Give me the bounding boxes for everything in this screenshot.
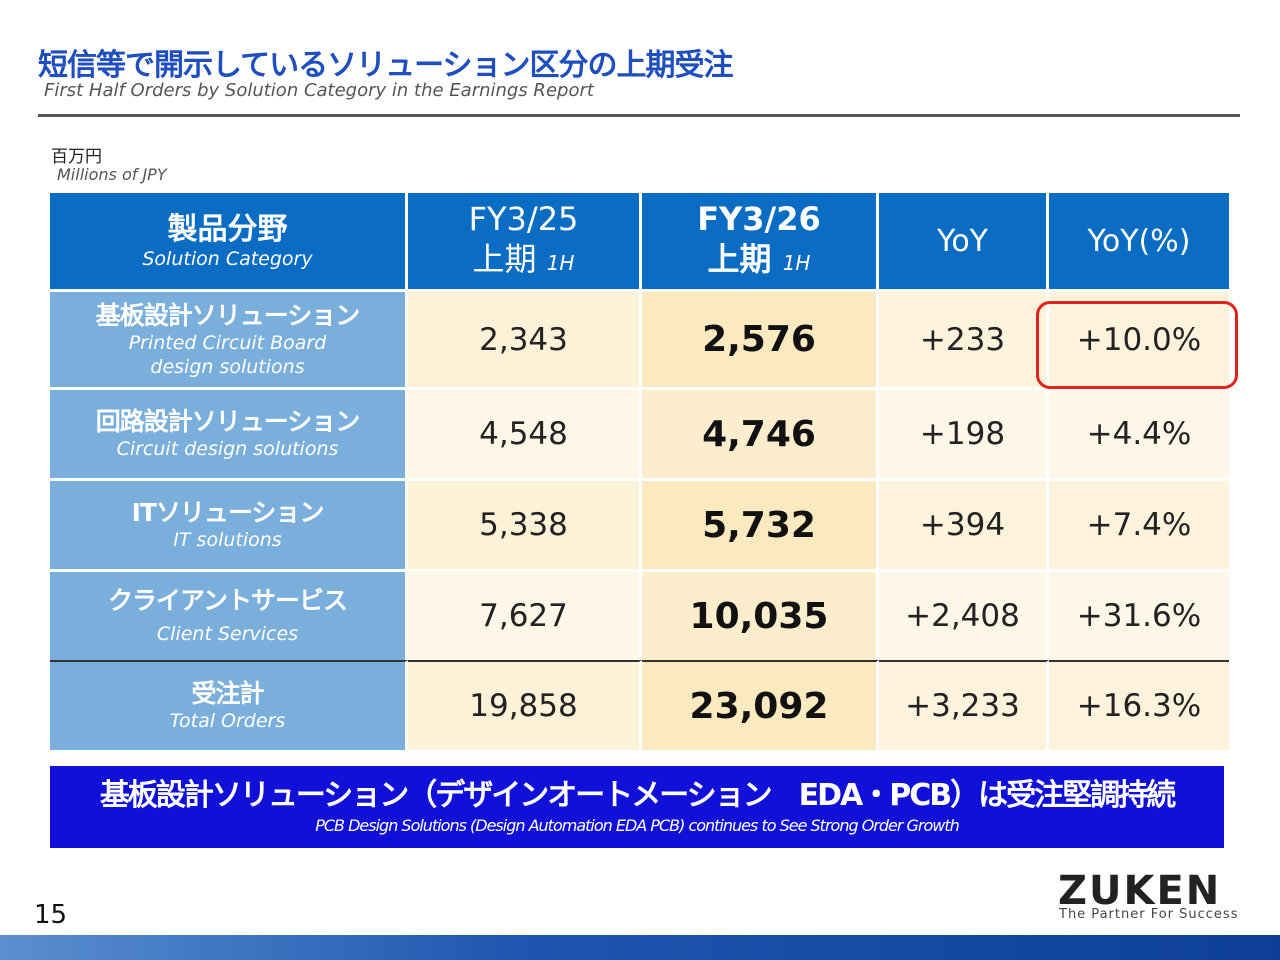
row-yoy-pct-value: +10.0% <box>1049 289 1229 387</box>
page-title: 短信等で開示しているソリューション区分の上期受注 <box>38 48 733 83</box>
row-category-en: Circuit design solutions <box>116 438 339 460</box>
header-prev: FY3/25 上期 1H <box>408 193 642 289</box>
row-yoy-pct-value: +4.4% <box>1049 387 1229 478</box>
row-prev-value: 5,338 <box>408 478 642 569</box>
row-yoy-value: +3,233 <box>879 660 1049 750</box>
row-curr-value: 4,746 <box>642 387 879 478</box>
header-curr-fy: FY3/26 <box>697 200 821 238</box>
row-category-en: IT solutions <box>173 529 282 551</box>
header-curr: FY3/26 上期 1H <box>642 193 879 289</box>
banner-text-ja: 基板設計ソリューション（デザインオートメーション EDA・PCB）は受注堅調持続 <box>99 778 1176 813</box>
page-number: 15 <box>34 900 68 930</box>
header-prev-fy: FY3/25 <box>468 200 579 238</box>
row-category-en: Total Orders <box>169 710 286 732</box>
row-curr-value: 5,732 <box>642 478 879 569</box>
unit-label: 百万円 <box>51 147 102 167</box>
logo-tagline: The Partner For Success <box>1059 907 1239 922</box>
footer-band <box>0 935 1280 960</box>
row-category: ITソリューション IT solutions <box>50 478 408 569</box>
title-divider <box>38 114 1240 117</box>
row-yoy-pct-value: +31.6% <box>1049 569 1229 660</box>
row-category-en: Client Services <box>156 623 299 645</box>
orders-table: 製品分野 Solution Category FY3/25 上期 1H FY3/… <box>50 193 1229 750</box>
table-row: 基板設計ソリューション Printed Circuit Board design… <box>50 289 1229 387</box>
row-prev-value: 4,548 <box>408 387 642 478</box>
table-row: 回路設計ソリューション Circuit design solutions 4,5… <box>50 387 1229 478</box>
row-curr-value: 2,576 <box>642 289 879 387</box>
row-category-ja: 受注計 <box>191 679 264 708</box>
header-category-ja: 製品分野 <box>167 212 288 247</box>
header-yoy-pct-label: YoY(%) <box>1087 223 1191 259</box>
row-prev-value: 19,858 <box>408 660 642 750</box>
row-category-en: Printed Circuit Board <box>128 331 327 354</box>
header-yoy: YoY <box>879 193 1049 289</box>
header-yoy-label: YoY <box>936 223 989 259</box>
row-yoy-value: +394 <box>879 478 1049 569</box>
row-yoy-pct-value: +7.4% <box>1049 478 1229 569</box>
row-yoy-value: +2,408 <box>879 569 1049 660</box>
header-yoy-pct: YoY(%) <box>1049 193 1229 289</box>
header-category: 製品分野 Solution Category <box>50 193 408 289</box>
header-prev-half: 1H <box>546 251 575 275</box>
row-curr-value: 23,092 <box>642 660 879 750</box>
row-category-en-2: design solutions <box>150 355 305 378</box>
row-category: クライアントサービス Client Services <box>50 569 408 660</box>
row-category-ja: ITソリューション <box>131 498 325 527</box>
unit-label-en: Millions of JPY <box>57 165 167 184</box>
row-yoy-value: +198 <box>879 387 1049 478</box>
zuken-logo: ZUKEN <box>1058 868 1222 914</box>
row-prev-value: 7,627 <box>408 569 642 660</box>
row-category-ja: 基板設計ソリューション <box>95 300 361 330</box>
summary-banner: 基板設計ソリューション（デザインオートメーション EDA・PCB）は受注堅調持続… <box>50 766 1224 848</box>
header-prev-period: 上期 <box>472 240 537 278</box>
row-category: 基板設計ソリューション Printed Circuit Board design… <box>50 289 408 387</box>
table-header-row: 製品分野 Solution Category FY3/25 上期 1H FY3/… <box>50 193 1229 289</box>
row-yoy-value: +233 <box>879 289 1049 387</box>
header-category-en: Solution Category <box>142 248 313 270</box>
table-row: クライアントサービス Client Services 7,627 10,035 … <box>50 569 1229 660</box>
row-category: 受注計 Total Orders <box>50 660 408 750</box>
banner-text-en: PCB Design Solutions (Design Automation … <box>315 816 960 835</box>
row-category-ja: 回路設計ソリューション <box>95 407 361 436</box>
table-row: ITソリューション IT solutions 5,338 5,732 +394 … <box>50 478 1229 569</box>
header-curr-half: 1H <box>782 251 811 275</box>
header-curr-period: 上期 <box>707 240 772 278</box>
row-category-ja: クライアントサービス <box>107 586 348 615</box>
row-category: 回路設計ソリューション Circuit design solutions <box>50 387 408 478</box>
table-row-total: 受注計 Total Orders 19,858 23,092 +3,233 +1… <box>50 660 1229 750</box>
page-subtitle: First Half Orders by Solution Category i… <box>44 80 594 101</box>
row-yoy-pct-value: +16.3% <box>1049 660 1229 750</box>
row-curr-value: 10,035 <box>642 569 879 660</box>
highlight-box <box>1036 301 1238 389</box>
row-prev-value: 2,343 <box>408 289 642 387</box>
